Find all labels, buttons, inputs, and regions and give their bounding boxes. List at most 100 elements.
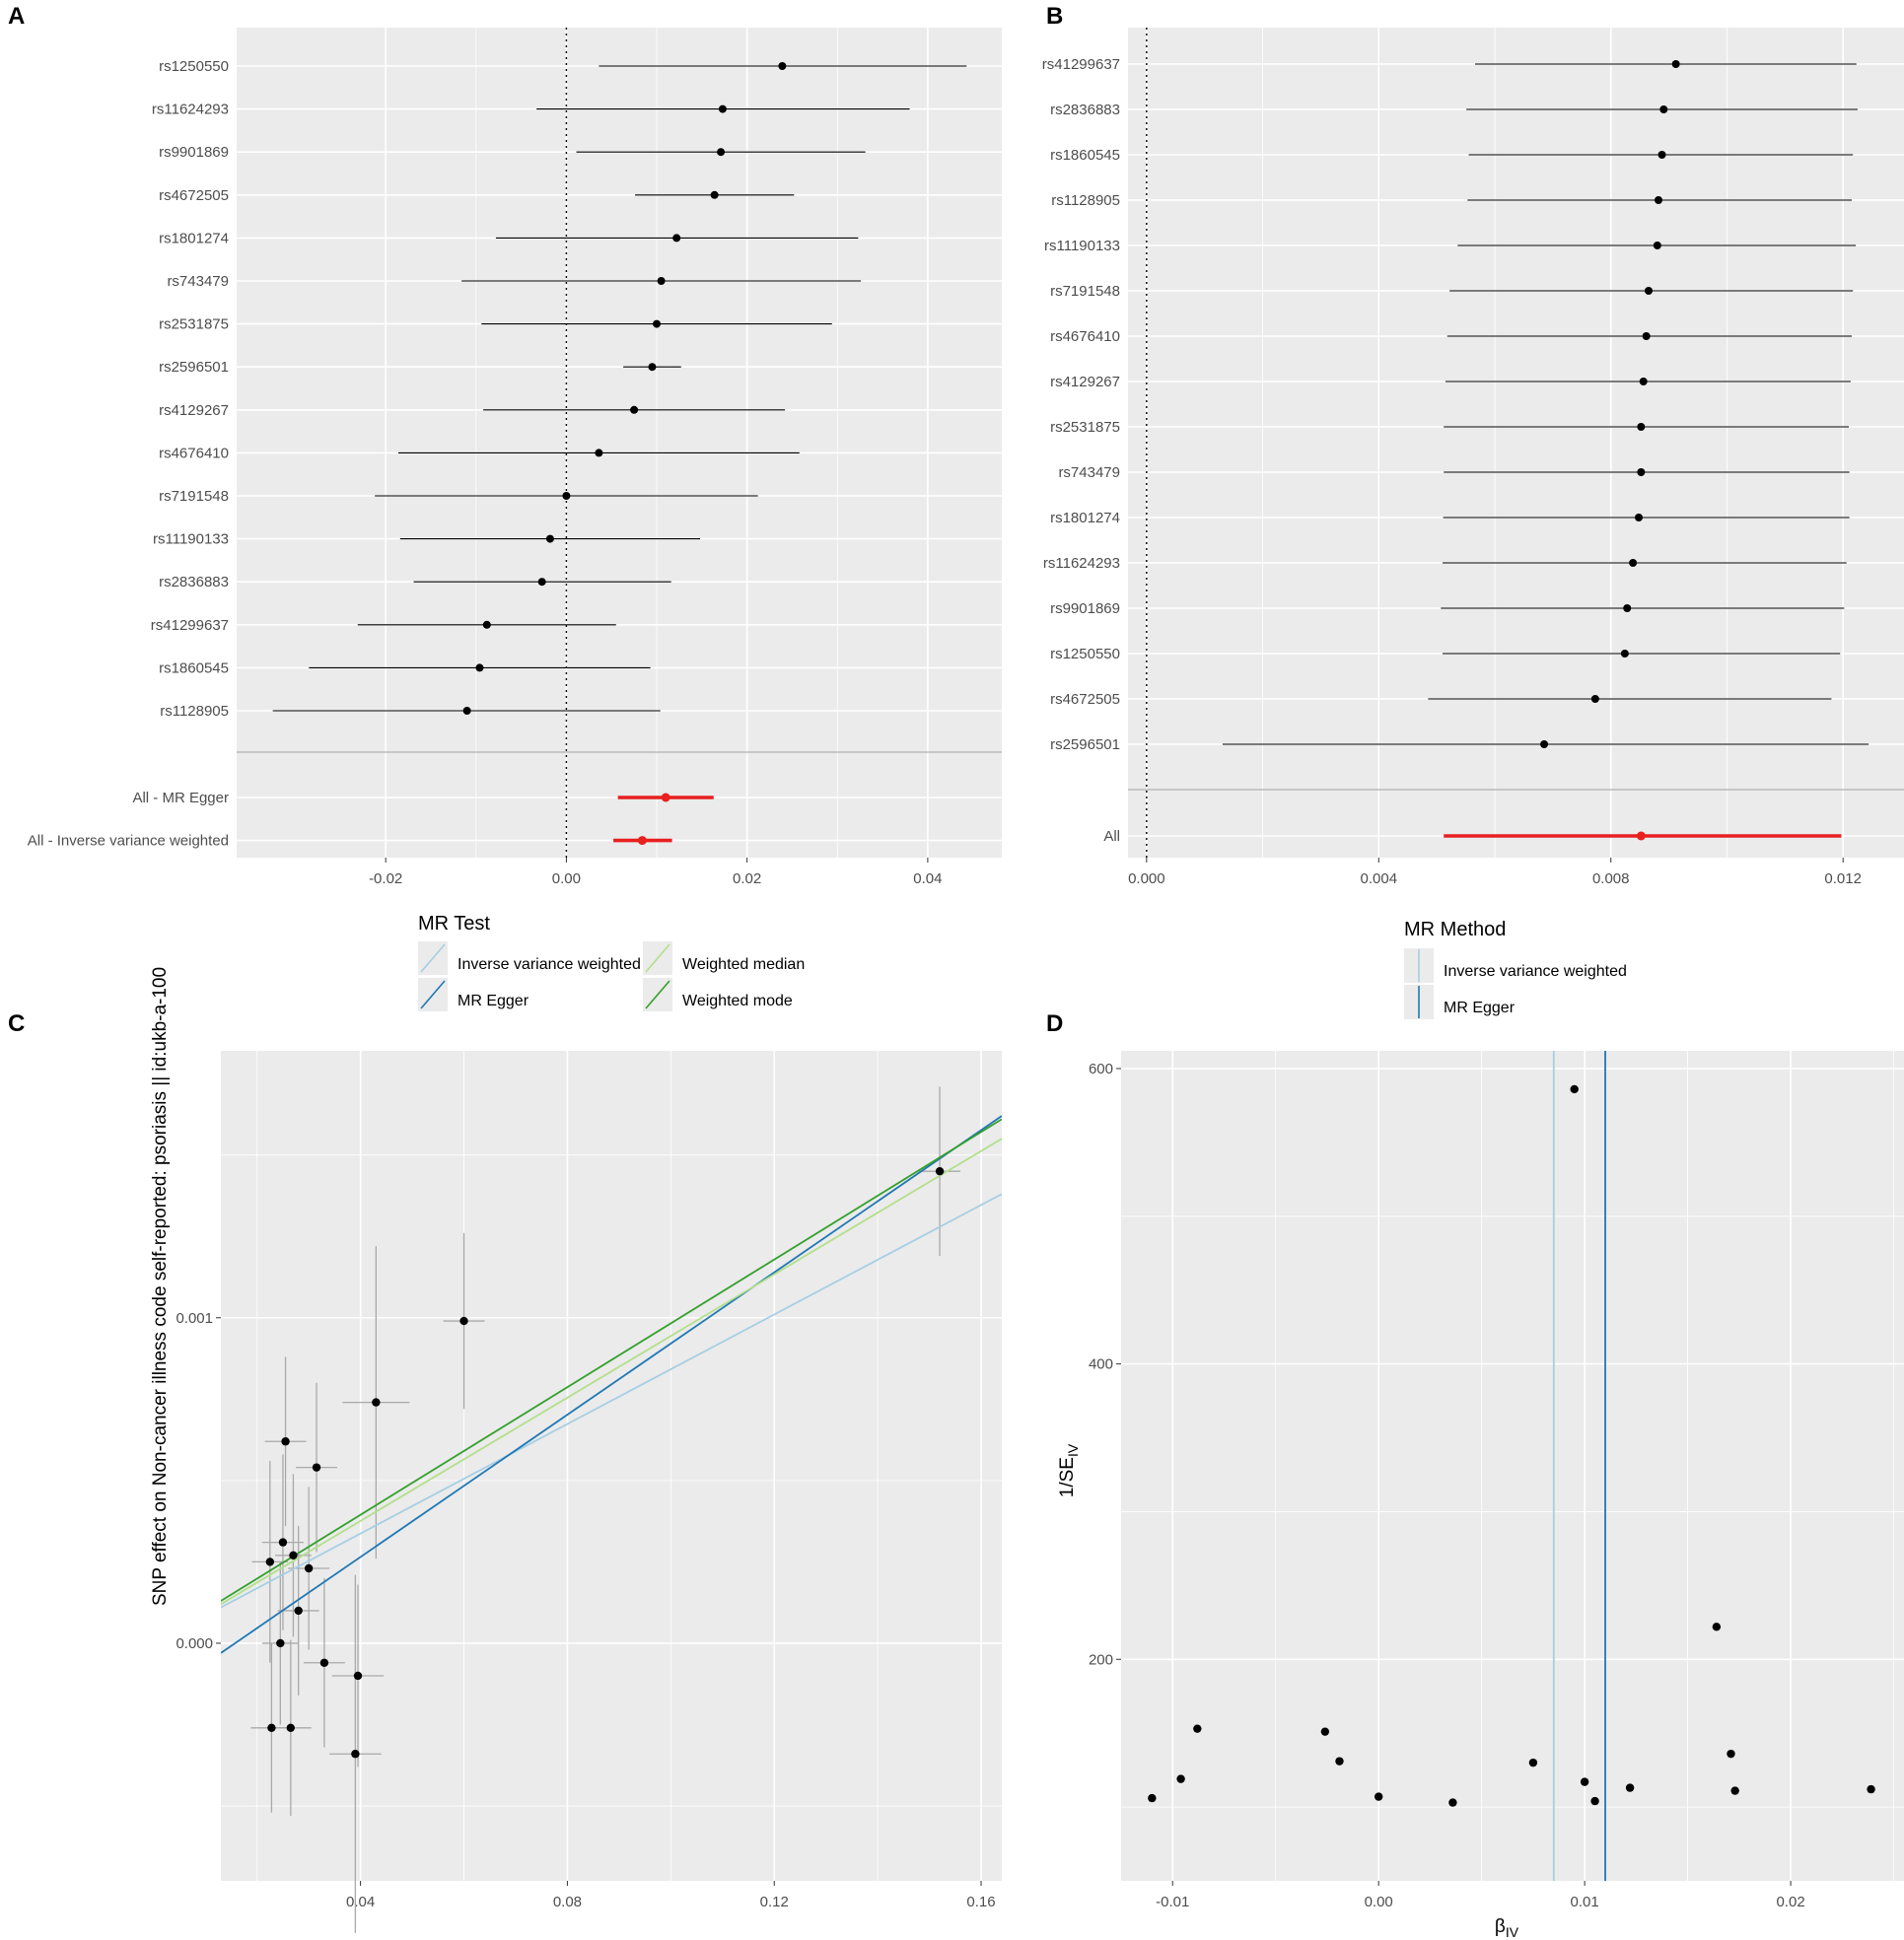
snp-label: rs9901869 xyxy=(1050,600,1120,617)
snp-estimate-point xyxy=(718,104,727,113)
legend-a-key-ivw-line xyxy=(420,943,446,973)
snp-label: rs2596501 xyxy=(1050,736,1120,753)
snp-point xyxy=(1712,1623,1722,1631)
snp-label: rs1128905 xyxy=(1051,192,1120,209)
panel-d-x-axis-title: βIV xyxy=(1495,1916,1519,1940)
plot-background xyxy=(1121,1051,1904,1881)
x-tick-label: 0.00 xyxy=(1365,1894,1393,1910)
snp-point xyxy=(1580,1777,1589,1786)
snp-point xyxy=(276,1638,285,1648)
snp-estimate-point xyxy=(630,405,639,414)
panel-label-b: B xyxy=(1046,3,1063,30)
panel-b-forest-plot: 0.000 0.004 0.008 0.012 rs41299637 rs2836883 r… xyxy=(1042,28,1904,887)
x-tick-label: 0.012 xyxy=(1824,870,1862,887)
snp-label: rs7191548 xyxy=(159,488,229,505)
snp-point xyxy=(289,1551,298,1560)
snp-estimate-point xyxy=(1671,60,1680,68)
x-tick-label: 0.16 xyxy=(966,1894,995,1910)
legend-b-title: MR Method xyxy=(1404,919,1506,940)
legend-a-title: MR Test xyxy=(418,913,490,935)
panel-c-scatter-plot: 0.04 0.08 0.12 0.16 0.000 0.001 xyxy=(176,1051,1002,1933)
y-tick-label: 0.001 xyxy=(176,1310,213,1327)
legend-a-key-wmode-line xyxy=(645,980,670,1009)
snp-estimate-point xyxy=(1637,468,1646,476)
snp-point xyxy=(294,1606,303,1616)
snp-point xyxy=(1193,1724,1202,1733)
snp-estimate-point xyxy=(545,534,554,543)
y-tick-label: 400 xyxy=(1089,1356,1113,1373)
snp-label: rs1801274 xyxy=(1050,510,1120,526)
snp-label: rs1801274 xyxy=(159,230,229,246)
x-tick-label: 0.004 xyxy=(1361,870,1398,887)
legend-a-key-wmedian-line xyxy=(645,943,670,973)
x-tick-label: 0.04 xyxy=(913,870,942,887)
snp-estimate-point xyxy=(778,62,787,70)
legend-a-label-egger: MR Egger xyxy=(458,993,529,1009)
snp-point xyxy=(372,1398,381,1407)
snp-estimate-point xyxy=(537,578,546,587)
x-tick-label: 0.08 xyxy=(553,1894,582,1910)
plot-background xyxy=(237,28,1002,858)
x-tick-label: -0.02 xyxy=(369,870,402,887)
snp-label: rs4672505 xyxy=(159,187,229,204)
snp-point xyxy=(1867,1784,1875,1794)
summary-estimate-point xyxy=(637,836,647,846)
panel-label-a: A xyxy=(8,3,25,30)
snp-estimate-point xyxy=(1659,105,1668,113)
x-tick-label: 0.02 xyxy=(1776,1894,1804,1910)
snp-point xyxy=(278,1538,288,1547)
legend-b-label-egger: MR Egger xyxy=(1444,1000,1516,1016)
snp-estimate-point xyxy=(1653,242,1661,249)
snp-estimate-point xyxy=(482,620,491,629)
summary-estimate-point xyxy=(661,793,670,802)
snp-point xyxy=(1320,1727,1330,1736)
snp-label: rs4672505 xyxy=(1050,691,1120,708)
summary-estimate-point xyxy=(1636,831,1646,841)
snp-point xyxy=(1590,1796,1599,1806)
snp-estimate-point xyxy=(1623,604,1632,612)
snp-point xyxy=(319,1658,329,1667)
snp-label: rs9901869 xyxy=(159,144,229,161)
snp-point xyxy=(281,1437,290,1446)
snp-label: rs2531875 xyxy=(159,316,229,333)
panel-d-y-axis-sub: IV xyxy=(1065,1443,1081,1457)
snp-label: rs1250550 xyxy=(1050,646,1120,662)
snp-label: rs4129267 xyxy=(159,402,229,419)
snp-estimate-point xyxy=(595,449,603,457)
snp-estimate-point xyxy=(1642,332,1651,340)
snp-estimate-point xyxy=(1634,514,1643,521)
x-tick-label: -0.01 xyxy=(1156,1894,1189,1910)
snp-label: rs7191548 xyxy=(1050,283,1120,300)
snp-estimate-point xyxy=(1637,423,1646,431)
snp-label: rs11190133 xyxy=(153,531,229,548)
snp-point xyxy=(1335,1757,1344,1766)
snp-estimate-point xyxy=(1639,378,1648,385)
snp-label: rs743479 xyxy=(167,273,229,290)
snp-point xyxy=(935,1166,945,1176)
legend-mr-method: MR Method Inverse variance weighted MR E… xyxy=(1404,919,1627,1019)
snp-estimate-point xyxy=(475,663,484,672)
x-tick-label: 0.02 xyxy=(733,870,761,887)
snp-point xyxy=(1176,1774,1185,1783)
snp-point xyxy=(351,1750,360,1759)
snp-label: rs4676410 xyxy=(159,445,229,461)
snp-label: rs4129267 xyxy=(1050,374,1120,390)
panel-label-c: C xyxy=(8,1010,25,1037)
plot-background xyxy=(1128,28,1904,858)
plot-background xyxy=(221,1051,1002,1881)
snp-point xyxy=(1570,1084,1579,1094)
x-tick-label: 0.008 xyxy=(1592,870,1630,887)
legend-b-label-ivw: Inverse variance weighted xyxy=(1444,963,1627,980)
snp-label: rs2836883 xyxy=(159,574,229,590)
snp-estimate-point xyxy=(1657,151,1666,159)
y-tick-label: 200 xyxy=(1089,1651,1113,1668)
snp-point xyxy=(1528,1758,1538,1767)
snp-estimate-point xyxy=(1645,287,1654,295)
svg-text:βIV: βIV xyxy=(1495,1916,1519,1940)
snp-label: rs11624293 xyxy=(1043,555,1120,572)
snp-estimate-point xyxy=(1655,196,1663,204)
snp-label: rs1250550 xyxy=(159,58,229,75)
legend-a-label-wmode: Weighted mode xyxy=(682,993,793,1009)
snp-label: rs2531875 xyxy=(1050,419,1120,436)
